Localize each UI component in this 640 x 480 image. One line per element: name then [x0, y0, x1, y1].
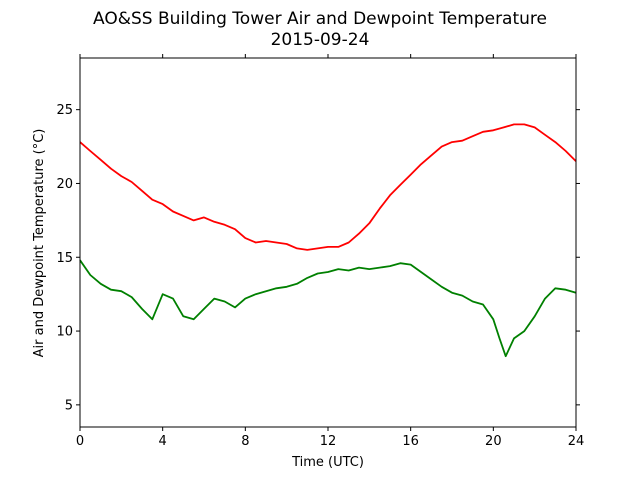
y-tick-label-2: 15 [56, 251, 73, 266]
series-line-0 [79, 123, 577, 251]
x-tick-label-4: 16 [402, 434, 419, 449]
y-tick-label-1: 10 [56, 325, 73, 340]
y-tick-label-3: 20 [56, 177, 73, 192]
x-tick-label-6: 24 [568, 434, 585, 449]
series-layer [79, 123, 577, 358]
y-axis-label: Air and Dewpoint Temperature (°C) [32, 129, 47, 358]
x-axis-label: Time (UTC) [291, 455, 364, 470]
y-tick-label-0: 5 [65, 398, 73, 413]
x-tick-label-2: 8 [241, 434, 249, 449]
x-tick-label-0: 0 [76, 434, 84, 449]
x-tick-label-1: 4 [159, 434, 167, 449]
chart-title: AO&SS Building Tower Air and Dewpoint Te… [93, 9, 547, 29]
x-tick-label-3: 12 [320, 434, 337, 449]
ticks-layer: 0 4 8 12 16 20 24 5 10 15 20 25 [56, 54, 584, 449]
y-tick-label-4: 25 [56, 103, 73, 118]
axes-frame [79, 57, 577, 428]
x-tick-label-5: 20 [485, 434, 502, 449]
series-line-1 [79, 259, 577, 358]
chart-subtitle: 2015-09-24 [271, 30, 370, 50]
